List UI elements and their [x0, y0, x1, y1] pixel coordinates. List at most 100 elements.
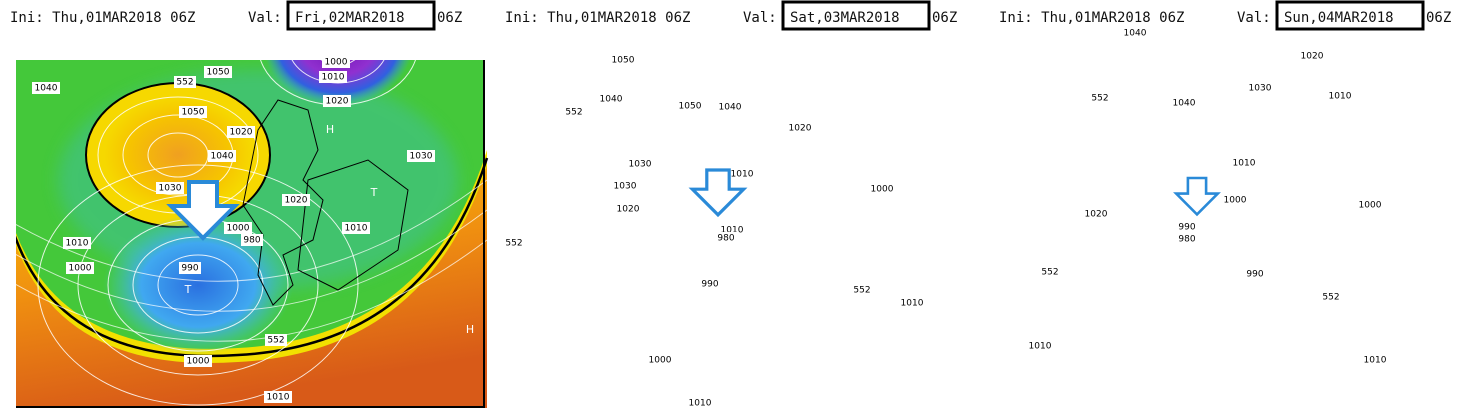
- label-box: [1320, 291, 1342, 303]
- label-box: [1039, 266, 1061, 278]
- isobar-label: 980: [1178, 235, 1195, 245]
- isobar-label: 1010: [345, 224, 368, 234]
- pressure-center: T: [1191, 261, 1199, 274]
- isobar-label: 1000: [1359, 201, 1382, 211]
- isobar-label: 552: [505, 239, 522, 249]
- isobar-label: 990: [701, 280, 718, 290]
- isobar-label: 1010: [901, 299, 924, 309]
- isobar-label: 1020: [617, 205, 640, 215]
- label-box: [264, 391, 292, 403]
- isobar-label: 1020: [285, 196, 308, 206]
- isobar-label: 1040: [35, 84, 58, 94]
- label-box: [179, 262, 201, 274]
- label-box: [716, 101, 744, 113]
- label-box: [322, 56, 350, 68]
- valid-prefix: Val:: [248, 10, 282, 26]
- isobar-label: 1020: [789, 124, 812, 134]
- panel-header: Ini: Thu,01MAR2018 06Z Val: Fri,02MAR2018 0…: [10, 0, 462, 31]
- pressure-center: H: [902, 106, 910, 119]
- isobar-label: 1010: [1329, 92, 1352, 102]
- label-box: [1082, 208, 1110, 220]
- map-frame: [16, 60, 485, 408]
- label-box: [32, 82, 60, 94]
- isobar-label: 1010: [267, 393, 290, 403]
- label-box: [156, 182, 184, 194]
- isobar: [828, 40, 878, 80]
- label-box: [728, 168, 756, 180]
- pressure-center: T: [370, 186, 378, 199]
- label-box: [319, 71, 347, 83]
- valid-hour: 06Z: [1426, 10, 1451, 26]
- map-panel: [997, 15, 1476, 408]
- isobar: [1012, 97, 1172, 213]
- label-box: [1089, 92, 1111, 104]
- label-box: [184, 355, 212, 367]
- label-box: [323, 95, 351, 107]
- label-box: [1121, 27, 1149, 39]
- init-time: Ini: Thu,01MAR2018 06Z: [505, 10, 690, 26]
- valid-date-box: [781, 0, 931, 31]
- label-box: [1230, 157, 1258, 169]
- highlight-arrow: [1173, 176, 1221, 217]
- pressure-center: T: [184, 283, 192, 296]
- isobar-label: 990: [181, 264, 198, 274]
- valid-prefix: Val:: [1237, 10, 1271, 26]
- label-box: [898, 297, 926, 309]
- low-pressure: [103, 215, 293, 355]
- isobar-label: 1030: [629, 160, 652, 170]
- isobar-label: 1050: [679, 102, 702, 112]
- isobar-label: 552: [267, 336, 284, 346]
- isobar-label: 1010: [721, 226, 744, 236]
- pressure-center: H: [531, 198, 539, 211]
- pressure-center: H: [1411, 141, 1419, 154]
- isobar: [588, 105, 698, 185]
- label-box: [646, 354, 674, 366]
- isobar: [683, 255, 763, 315]
- label-box: [1170, 97, 1198, 109]
- pressure-center: T: [571, 289, 579, 302]
- isobar: [997, 240, 1476, 341]
- isobar-label: 1000: [187, 357, 210, 367]
- label-box: [265, 334, 287, 346]
- isobar: [658, 237, 788, 333]
- label-box: [1298, 50, 1326, 62]
- valid-date-box: [286, 0, 436, 31]
- isobar-label: 1030: [1249, 84, 1272, 94]
- isobar: [1062, 133, 1122, 177]
- isobar-label: 1020: [1301, 52, 1324, 62]
- isobar-label: 1010: [1029, 342, 1052, 352]
- map-background: [503, 30, 980, 408]
- highlight-arrow: [688, 168, 748, 218]
- label-box: [614, 203, 642, 215]
- label-box: [686, 397, 714, 408]
- valid-hour: 06Z: [437, 10, 462, 26]
- label-box: [227, 126, 255, 138]
- map-panel: [503, 0, 982, 408]
- isobar-label: 990: [1246, 270, 1263, 280]
- label-box: [611, 180, 639, 192]
- label-box: [503, 237, 525, 249]
- isobar-label: 1040: [1124, 29, 1147, 39]
- isobar-label: 1040: [1173, 99, 1196, 109]
- label-box: [1326, 90, 1354, 102]
- pressure-center: H: [326, 123, 334, 136]
- label-box: [868, 183, 896, 195]
- label-box: [342, 222, 370, 234]
- label-box: [1176, 233, 1198, 245]
- pressure-center: H: [466, 323, 474, 336]
- isobar-label: 1050: [182, 108, 205, 118]
- isobar: [997, 210, 1476, 311]
- isobar: [1307, 37, 1407, 113]
- isobar-label: 1050: [612, 56, 635, 66]
- map-frame: [998, 31, 1473, 407]
- isobar-label: 552: [565, 108, 582, 118]
- label-box: [224, 222, 252, 234]
- isobar: [603, 195, 843, 375]
- isobar-label: 1040: [211, 152, 234, 162]
- isobar-label: 1010: [1233, 159, 1256, 169]
- high-greenland: [1000, 83, 1184, 227]
- isobar-label: 1030: [614, 182, 637, 192]
- isobar-label: 1010: [322, 73, 345, 83]
